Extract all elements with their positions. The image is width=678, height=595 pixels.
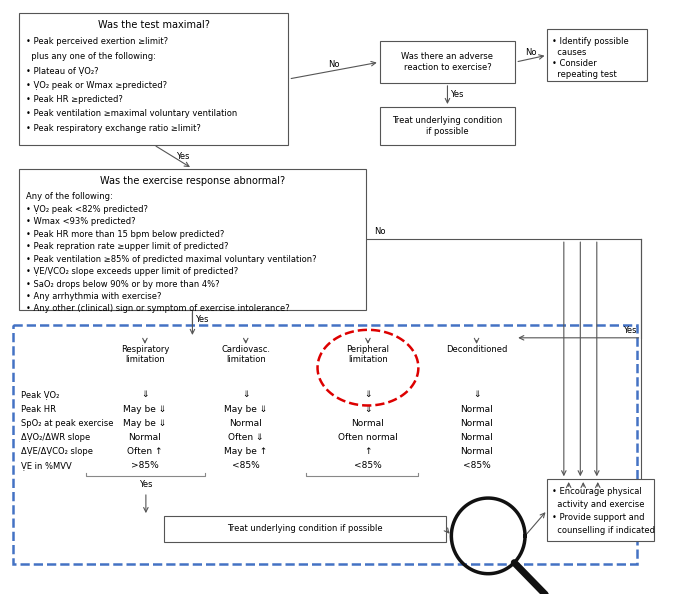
Text: May be ⇓: May be ⇓ — [123, 419, 167, 428]
Text: ΔṾO₂/ΔWR slope: ΔṾO₂/ΔWR slope — [21, 433, 90, 442]
Text: • Peak ventilation ≥maximal voluntary ventilation: • Peak ventilation ≥maximal voluntary ve… — [26, 109, 237, 118]
Text: Often normal: Often normal — [338, 433, 398, 442]
Text: ⇓: ⇓ — [364, 405, 372, 414]
Text: Peak HR: Peak HR — [21, 405, 56, 414]
Text: • Plateau of ṾO₂?: • Plateau of ṾO₂? — [26, 66, 98, 75]
Text: Normal: Normal — [460, 419, 493, 428]
Text: Normal: Normal — [460, 447, 493, 456]
Text: Peak ṾO₂: Peak ṾO₂ — [21, 390, 59, 399]
FancyBboxPatch shape — [19, 13, 288, 145]
Text: May be ⇓: May be ⇓ — [123, 405, 167, 414]
Text: May be ↑: May be ↑ — [224, 447, 267, 456]
Text: Treat underlying condition
if possible: Treat underlying condition if possible — [393, 116, 502, 136]
Text: Often ⇓: Often ⇓ — [228, 433, 264, 442]
Text: Normal: Normal — [229, 419, 262, 428]
Text: ⇓: ⇓ — [242, 390, 250, 399]
Text: • Peak HR more than 15 bpm below predicted?: • Peak HR more than 15 bpm below predict… — [26, 230, 224, 239]
Text: • ṾO₂ peak <82% predicted?: • ṾO₂ peak <82% predicted? — [26, 205, 148, 214]
Text: Yes: Yes — [195, 315, 209, 324]
Text: ⇓: ⇓ — [364, 390, 372, 399]
Text: ↑: ↑ — [364, 447, 372, 456]
Text: SpO₂ at peak exercise: SpO₂ at peak exercise — [21, 419, 113, 428]
Text: • Consider: • Consider — [552, 59, 597, 68]
Text: repeating test: repeating test — [552, 70, 617, 79]
Text: No: No — [328, 60, 340, 68]
Text: Yes: Yes — [450, 90, 464, 99]
Text: Yes: Yes — [623, 326, 637, 335]
Text: <85%: <85% — [462, 461, 490, 469]
Text: • SaO₂ drops below 90% or by more than 4%?: • SaO₂ drops below 90% or by more than 4… — [26, 280, 219, 289]
Text: • Any arrhythmia with exercise?: • Any arrhythmia with exercise? — [26, 292, 161, 301]
FancyBboxPatch shape — [547, 29, 647, 81]
Text: Peripheral
limitation: Peripheral limitation — [346, 345, 389, 364]
Text: Was the test maximal?: Was the test maximal? — [98, 20, 210, 30]
Text: • Peak ventilation ≥85% of predicted maximal voluntary ventilation?: • Peak ventilation ≥85% of predicted max… — [26, 255, 316, 264]
Text: • Peak respiratory exchange ratio ≥limit?: • Peak respiratory exchange ratio ≥limit… — [26, 124, 201, 133]
Text: Respiratory
limitation: Respiratory limitation — [121, 345, 169, 364]
Text: <85%: <85% — [354, 461, 382, 469]
Text: Normal: Normal — [129, 433, 161, 442]
Text: ṾE in %MVV: ṾE in %MVV — [21, 461, 72, 469]
Text: plus any one of the following:: plus any one of the following: — [26, 52, 155, 61]
FancyBboxPatch shape — [164, 516, 445, 542]
Text: causes: causes — [552, 48, 586, 57]
Text: Normal: Normal — [460, 405, 493, 414]
Text: • Peak perceived exertion ≥limit?: • Peak perceived exertion ≥limit? — [26, 37, 167, 46]
Text: Treat underlying condition if possible: Treat underlying condition if possible — [227, 524, 382, 533]
Text: ⇓: ⇓ — [141, 390, 148, 399]
Text: No: No — [525, 48, 537, 57]
Text: Was the exercise response abnormal?: Was the exercise response abnormal? — [100, 176, 285, 186]
FancyBboxPatch shape — [380, 41, 515, 83]
Text: Normal: Normal — [460, 433, 493, 442]
FancyBboxPatch shape — [19, 168, 366, 310]
Text: Often ↑: Often ↑ — [127, 447, 163, 456]
Text: May be ⇓: May be ⇓ — [224, 405, 267, 414]
FancyBboxPatch shape — [13, 325, 637, 563]
Text: Any of the following:: Any of the following: — [26, 193, 113, 202]
Text: Yes: Yes — [176, 152, 189, 161]
Text: • Any other (clinical) sign or symptom of exercise intolerance?: • Any other (clinical) sign or symptom o… — [26, 305, 290, 314]
FancyBboxPatch shape — [547, 479, 654, 541]
Text: • Provide support and: • Provide support and — [552, 513, 645, 522]
Text: • ṾO₂ peak or Wmax ≥predicted?: • ṾO₂ peak or Wmax ≥predicted? — [26, 80, 167, 89]
Text: Normal: Normal — [352, 419, 384, 428]
Text: <85%: <85% — [232, 461, 260, 469]
Text: Yes: Yes — [139, 480, 153, 489]
Text: Cardiovasc.
limitation: Cardiovasc. limitation — [221, 345, 271, 364]
Text: Was there an adverse
reaction to exercise?: Was there an adverse reaction to exercis… — [401, 52, 494, 72]
FancyBboxPatch shape — [380, 107, 515, 145]
Text: ⇓: ⇓ — [473, 390, 480, 399]
Text: • ṾE/ṾCO₂ slope exceeds upper limit of predicted?: • ṾE/ṾCO₂ slope exceeds upper limit of p… — [26, 267, 238, 276]
Text: activity and exercise: activity and exercise — [552, 500, 645, 509]
Text: • Wmax <93% predicted?: • Wmax <93% predicted? — [26, 217, 135, 226]
Text: counselling if indicated: counselling if indicated — [552, 526, 655, 535]
Text: No: No — [374, 227, 385, 236]
Text: • Encourage physical: • Encourage physical — [552, 487, 642, 496]
Text: >85%: >85% — [131, 461, 159, 469]
Text: ΔṾE/ΔṾCO₂ slope: ΔṾE/ΔṾCO₂ slope — [21, 447, 93, 456]
Text: • Peak repration rate ≥upper limit of predicted?: • Peak repration rate ≥upper limit of pr… — [26, 242, 228, 251]
Text: • Identify possible: • Identify possible — [552, 37, 629, 46]
Text: • Peak HR ≥predicted?: • Peak HR ≥predicted? — [26, 95, 123, 104]
Text: Deconditioned: Deconditioned — [446, 345, 507, 354]
